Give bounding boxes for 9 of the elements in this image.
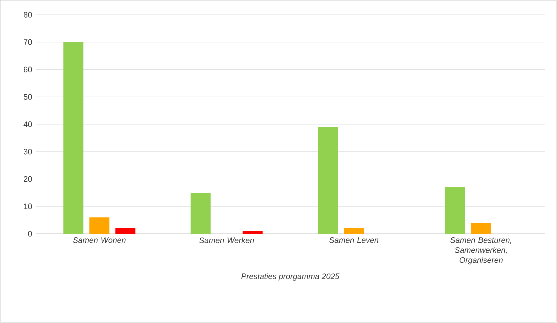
bar (344, 228, 364, 234)
bar (64, 42, 84, 234)
bar (90, 218, 110, 234)
bar (445, 187, 466, 234)
bar (116, 228, 136, 234)
bar (242, 231, 263, 234)
bar (471, 223, 492, 234)
bar (190, 192, 211, 234)
bar (318, 127, 338, 234)
